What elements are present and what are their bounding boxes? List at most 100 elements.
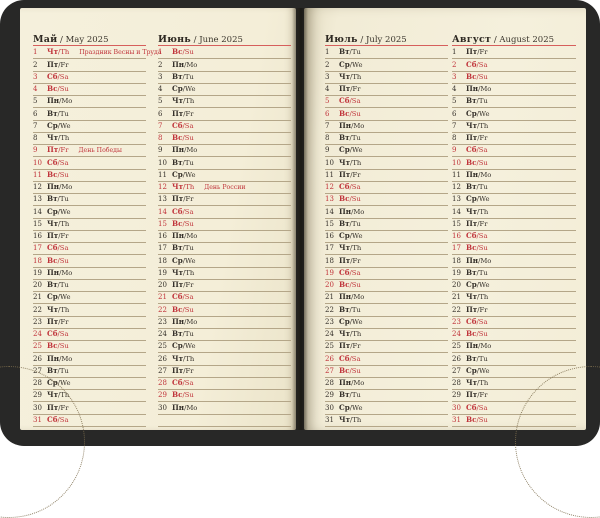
day-number: 13 — [158, 195, 167, 204]
weekday-label: Вт/Tu — [466, 267, 488, 277]
day-number: 4 — [325, 85, 330, 93]
weekday-label: Вс/Su — [466, 414, 488, 424]
weekday-label: Сб/Sa — [172, 120, 194, 130]
weekday-label: Пт/Fr — [47, 316, 69, 326]
month-name-ru: Май — [33, 34, 58, 45]
day-row: 7 Пн/Mo — [325, 121, 448, 133]
day-row: 28 Сб/Sa — [158, 378, 291, 390]
day-row: 5 Вт/Tu — [452, 96, 576, 109]
weekday-label: Вс/Su — [172, 390, 194, 400]
weekday-label: Сб/Sa — [172, 378, 194, 388]
weekday-label: Вс/Su — [47, 169, 69, 179]
weekday-label: Ср/We — [466, 108, 490, 118]
weekday-label: Ср/We — [466, 194, 490, 204]
day-number: 22 — [158, 305, 167, 314]
weekday-label: Пн/Mo — [172, 145, 198, 155]
weekday-label: Чт/Th — [466, 120, 489, 130]
day-number: 18 — [452, 256, 461, 265]
weekday-label: Чт/Th — [47, 218, 70, 228]
weekday-label: Вт/Tu — [339, 390, 361, 400]
weekday-label: Пт/Fr — [466, 304, 488, 314]
day-row: 20 Пт/Fr — [158, 280, 291, 292]
day-number: 19 — [325, 268, 334, 277]
weekday-label: Вт/Tu — [47, 194, 69, 204]
day-number: 23 — [452, 317, 461, 326]
day-row: 26 Чт/Th — [158, 353, 291, 366]
weekday-label: Вт/Tu — [47, 280, 69, 290]
day-number: 15 — [158, 219, 167, 228]
empty-ruled-row — [158, 415, 291, 427]
day-row: 5 Пн/Mo — [33, 96, 146, 109]
day-row: 23 Пт/Fr — [33, 317, 146, 329]
day-row: 29 Чт/Th — [33, 390, 146, 403]
weekday-label: Ср/We — [172, 84, 196, 94]
weekday-label: Сб/Sa — [339, 182, 361, 192]
day-row: 21 Ср/We — [33, 292, 146, 305]
month-name-ru: Июль — [325, 34, 358, 45]
weekday-label: Пн/Mo — [339, 120, 365, 130]
day-row: 22 Вс/Su — [158, 304, 291, 317]
day-row: 26 Пн/Mo — [33, 353, 146, 366]
day-row: 2 Пт/Fr — [33, 59, 146, 72]
spine-gutter — [292, 8, 308, 430]
day-number: 13 — [452, 195, 461, 204]
day-number: 25 — [452, 342, 461, 351]
day-number: 2 — [33, 60, 38, 69]
weekday-label: Пт/Fr — [172, 365, 194, 375]
day-number: 5 — [158, 97, 163, 106]
day-row: 1 Вс/Su — [158, 47, 291, 60]
day-row: 8 Чт/Th — [33, 133, 146, 145]
day-row: 8 Вс/Su — [158, 133, 291, 145]
day-row: 30 Ср/We — [325, 402, 448, 415]
day-row: 15 Вт/Tu — [325, 219, 448, 231]
day-row: 16 Ср/We — [325, 231, 448, 243]
weekday-label: Вс/Su — [172, 304, 194, 314]
day-number: 16 — [452, 232, 461, 240]
weekday-label: Вс/Su — [466, 329, 488, 339]
day-row: 6 Ср/We — [452, 108, 576, 121]
weekday-label: Пн/Mo — [47, 353, 73, 363]
weekday-label: Пн/Mo — [47, 267, 73, 277]
holiday-note: День Победы — [78, 147, 122, 155]
weekday-label: Пн/Mo — [47, 182, 73, 192]
day-number: 24 — [325, 330, 334, 338]
day-number: 20 — [33, 281, 42, 289]
weekday-label: Пн/Mo — [172, 316, 198, 326]
day-row: 2 Сб/Sa — [452, 59, 576, 72]
day-row: 3 Вт/Tu — [158, 72, 291, 84]
page-right — [304, 8, 586, 430]
weekday-label: Чт/Th — [47, 390, 70, 400]
weekday-label: Чт/Th — [339, 414, 362, 424]
weekday-label: Ср/We — [47, 120, 71, 130]
weekday-label: Ср/We — [339, 402, 363, 412]
day-number: 7 — [158, 121, 163, 130]
weekday-label: Пт/Fr — [339, 169, 361, 179]
weekday-label: Вс/Su — [339, 108, 361, 118]
day-number: 5 — [33, 97, 38, 106]
day-row: 18 Вс/Su — [33, 255, 146, 268]
day-row: 27 Вт/Tu — [33, 366, 146, 378]
day-row: 22 Чт/Th — [33, 304, 146, 317]
day-number: 16 — [158, 232, 167, 240]
month-name-ru: Август — [452, 34, 492, 45]
weekday-label: Чт/Th — [172, 353, 195, 363]
day-row: 3 Сб/Sa — [33, 72, 146, 84]
day-number: 5 — [325, 97, 330, 106]
weekday-label: Сб/Sa — [466, 402, 488, 412]
day-number: 29 — [158, 391, 167, 400]
day-row: 21 Чт/Th — [452, 292, 576, 305]
weekday-label: Ср/We — [339, 59, 363, 69]
day-number: 21 — [452, 293, 461, 302]
day-number: 28 — [33, 379, 42, 387]
weekday-label: Ср/We — [47, 292, 71, 302]
day-row: 3 Вс/Su — [452, 72, 576, 84]
weekday-label: Пн/Mo — [47, 96, 73, 106]
day-number: 9 — [33, 146, 38, 155]
day-number: 14 — [33, 207, 42, 216]
day-number: 18 — [158, 256, 167, 265]
day-number: 19 — [452, 268, 461, 277]
month-header: Июнь / June 2025 — [158, 27, 291, 46]
day-number: 25 — [33, 342, 42, 351]
day-row: 4 Пт/Fr — [325, 84, 448, 96]
day-row: 21 Пн/Mo — [325, 292, 448, 305]
